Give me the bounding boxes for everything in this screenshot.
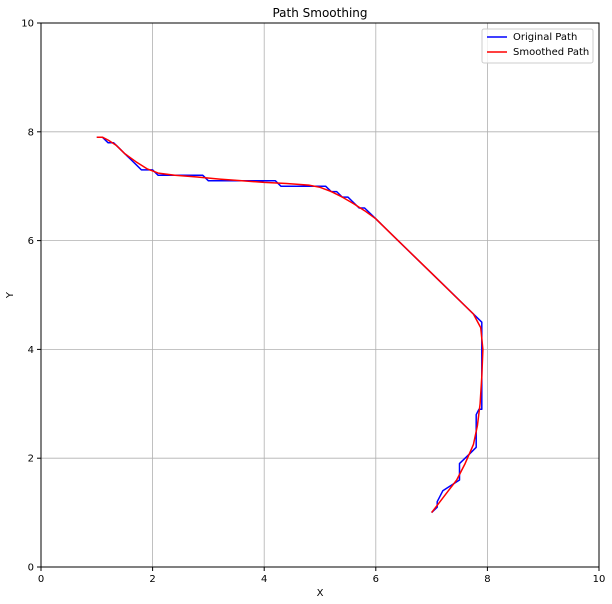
x-axis-title: X [317,588,324,599]
y-axis-title: Y [5,291,16,299]
legend-label-original: Original Path [513,32,577,43]
original-path-line [96,136,483,514]
x-tick-label: 4 [261,574,267,585]
y-tick-label: 8 [28,127,34,138]
x-tick-label: 10 [593,574,606,585]
y-tick-label: 4 [28,345,34,356]
axis-ticks: 0 2 4 6 8 10 0 2 4 6 8 10 [21,19,605,586]
series-lines [96,136,484,514]
legend: Original Path Smoothed Path [481,28,594,64]
smoothed-path-line [96,136,484,514]
y-tick-label: 6 [28,236,34,247]
y-tick-label: 10 [21,19,34,30]
y-tick-label: 0 [28,563,34,574]
plot-frame [40,22,600,568]
x-tick-label: 8 [484,574,490,585]
y-tick-label: 2 [28,454,34,465]
x-tick-label: 6 [373,574,379,585]
chart-title: Path Smoothing [272,6,367,20]
x-tick-label: 2 [149,574,155,585]
grid-lines [40,22,600,568]
x-tick-label: 0 [38,574,44,585]
legend-box [481,28,594,64]
legend-label-smoothed: Smoothed Path [513,47,589,58]
